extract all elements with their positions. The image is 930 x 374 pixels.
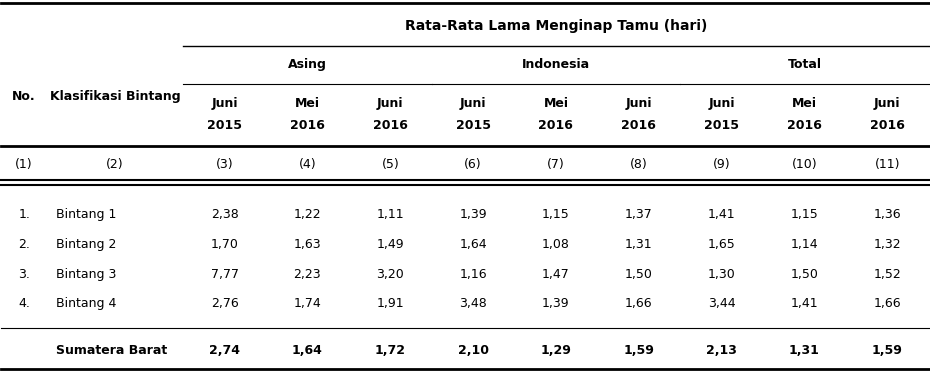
Text: 1,64: 1,64 — [459, 238, 487, 251]
Text: 1,39: 1,39 — [542, 297, 570, 310]
Text: 1,11: 1,11 — [377, 208, 404, 221]
Text: Bintang 2: Bintang 2 — [56, 238, 116, 251]
Text: 1,29: 1,29 — [540, 344, 571, 357]
Text: 2015: 2015 — [456, 119, 491, 132]
Text: Mei: Mei — [543, 97, 568, 110]
Text: 1,65: 1,65 — [708, 238, 736, 251]
Text: (7): (7) — [547, 158, 565, 171]
Text: (5): (5) — [381, 158, 399, 171]
Text: 1,37: 1,37 — [625, 208, 653, 221]
Text: 1,59: 1,59 — [871, 344, 903, 357]
Text: 1,64: 1,64 — [292, 344, 323, 357]
Text: 1,22: 1,22 — [294, 208, 321, 221]
Text: No.: No. — [12, 89, 36, 102]
Text: 1,49: 1,49 — [377, 238, 404, 251]
Text: 1,15: 1,15 — [542, 208, 570, 221]
Text: 1,41: 1,41 — [708, 208, 736, 221]
Text: 2016: 2016 — [538, 119, 573, 132]
Text: Mei: Mei — [791, 97, 817, 110]
Text: 1,63: 1,63 — [294, 238, 321, 251]
Text: Juni: Juni — [377, 97, 404, 110]
Text: 1,31: 1,31 — [625, 238, 653, 251]
Text: (2): (2) — [106, 158, 124, 171]
Text: 2,74: 2,74 — [209, 344, 240, 357]
Text: 1,72: 1,72 — [375, 344, 405, 357]
Text: 2015: 2015 — [207, 119, 242, 132]
Text: 1,91: 1,91 — [377, 297, 404, 310]
Text: 7,77: 7,77 — [210, 268, 239, 281]
Text: 1,31: 1,31 — [789, 344, 820, 357]
Text: (4): (4) — [299, 158, 316, 171]
Text: 1,50: 1,50 — [625, 268, 653, 281]
Text: 2016: 2016 — [870, 119, 905, 132]
Text: Klasifikasi Bintang: Klasifikasi Bintang — [49, 89, 180, 102]
Text: 2015: 2015 — [704, 119, 739, 132]
Text: 1.: 1. — [19, 208, 30, 221]
Text: 1,32: 1,32 — [873, 238, 901, 251]
Text: Juni: Juni — [211, 97, 238, 110]
Text: Asing: Asing — [288, 58, 326, 71]
Text: 3.: 3. — [19, 268, 30, 281]
Text: 2016: 2016 — [373, 119, 407, 132]
Text: 2016: 2016 — [787, 119, 822, 132]
Text: 1,39: 1,39 — [459, 208, 487, 221]
Text: Mei: Mei — [295, 97, 320, 110]
Text: 1,47: 1,47 — [542, 268, 570, 281]
Text: 2,13: 2,13 — [706, 344, 737, 357]
Text: 2,10: 2,10 — [458, 344, 488, 357]
Text: 1,66: 1,66 — [625, 297, 653, 310]
Text: 1,74: 1,74 — [294, 297, 321, 310]
Text: 3,48: 3,48 — [459, 297, 487, 310]
Text: (3): (3) — [216, 158, 233, 171]
Text: (10): (10) — [791, 158, 817, 171]
Text: 2,23: 2,23 — [294, 268, 321, 281]
Text: Juni: Juni — [626, 97, 652, 110]
Text: 1,36: 1,36 — [873, 208, 901, 221]
Text: (8): (8) — [630, 158, 647, 171]
Text: 2,38: 2,38 — [211, 208, 238, 221]
Text: 1,70: 1,70 — [211, 238, 239, 251]
Text: Juni: Juni — [459, 97, 486, 110]
Text: 3,44: 3,44 — [708, 297, 736, 310]
Text: 1,59: 1,59 — [623, 344, 654, 357]
Text: (1): (1) — [15, 158, 33, 171]
Text: 1,08: 1,08 — [542, 238, 570, 251]
Text: 2,76: 2,76 — [211, 297, 238, 310]
Text: 3,20: 3,20 — [377, 268, 405, 281]
Text: 2016: 2016 — [290, 119, 325, 132]
Text: 1,41: 1,41 — [790, 297, 818, 310]
Text: Juni: Juni — [709, 97, 735, 110]
Text: Bintang 1: Bintang 1 — [56, 208, 116, 221]
Text: Rata-Rata Lama Menginap Tamu (hari): Rata-Rata Lama Menginap Tamu (hari) — [405, 19, 707, 33]
Text: Bintang 4: Bintang 4 — [56, 297, 116, 310]
Text: 1,14: 1,14 — [790, 238, 818, 251]
Text: Sumatera Barat: Sumatera Barat — [56, 344, 167, 357]
Text: 4.: 4. — [19, 297, 30, 310]
Text: 1,16: 1,16 — [459, 268, 487, 281]
Text: 1,15: 1,15 — [790, 208, 818, 221]
Text: 1,66: 1,66 — [873, 297, 901, 310]
Text: 2016: 2016 — [621, 119, 657, 132]
Text: (6): (6) — [464, 158, 482, 171]
Text: 1,52: 1,52 — [873, 268, 901, 281]
Text: Juni: Juni — [874, 97, 900, 110]
Text: 1,30: 1,30 — [708, 268, 736, 281]
Text: (9): (9) — [712, 158, 730, 171]
Text: 2.: 2. — [19, 238, 30, 251]
Text: Total: Total — [788, 58, 821, 71]
Text: 1,50: 1,50 — [790, 268, 818, 281]
Text: Bintang 3: Bintang 3 — [56, 268, 116, 281]
Text: (11): (11) — [874, 158, 900, 171]
Text: Indonesia: Indonesia — [522, 58, 590, 71]
